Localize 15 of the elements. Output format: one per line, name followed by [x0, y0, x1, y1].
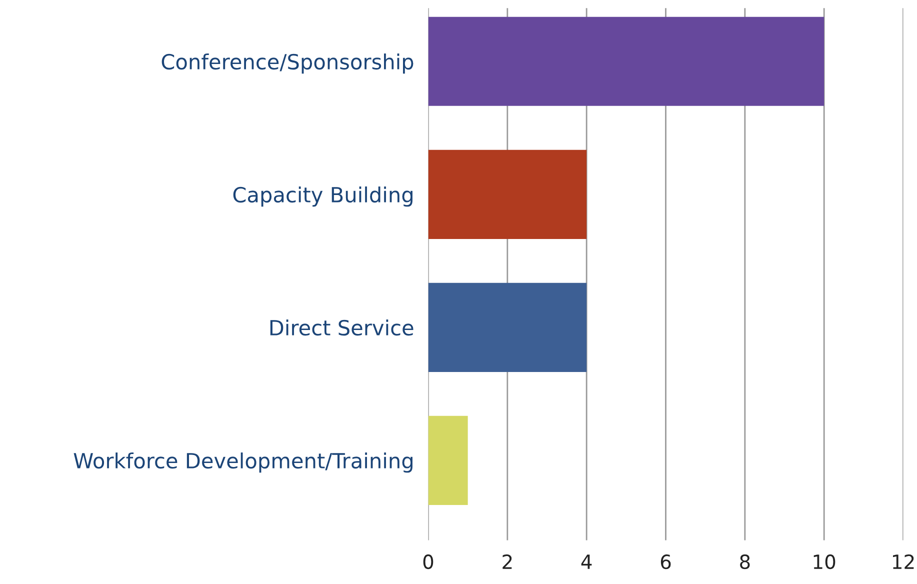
x-tick-label: 0: [423, 554, 434, 570]
x-tick-label: 6: [660, 554, 671, 570]
y-tick-label: Capacity Building: [233, 186, 412, 207]
y-tick-label: Direct Service: [270, 319, 414, 336]
bar: [428, 282, 587, 372]
x-tick-label: 8: [740, 554, 750, 570]
y-tick-label: Workforce Development/Training: [74, 452, 412, 473]
bar: [428, 416, 468, 505]
bar: [428, 150, 587, 239]
x-tick-label: 2: [502, 554, 512, 569]
x-tick-label: 10: [814, 554, 836, 570]
bar: [428, 16, 824, 106]
x-tick-label: 4: [581, 554, 592, 569]
x-tick-label: 12: [893, 554, 914, 569]
y-tick-label: Conference/Sponsorship: [162, 53, 414, 74]
